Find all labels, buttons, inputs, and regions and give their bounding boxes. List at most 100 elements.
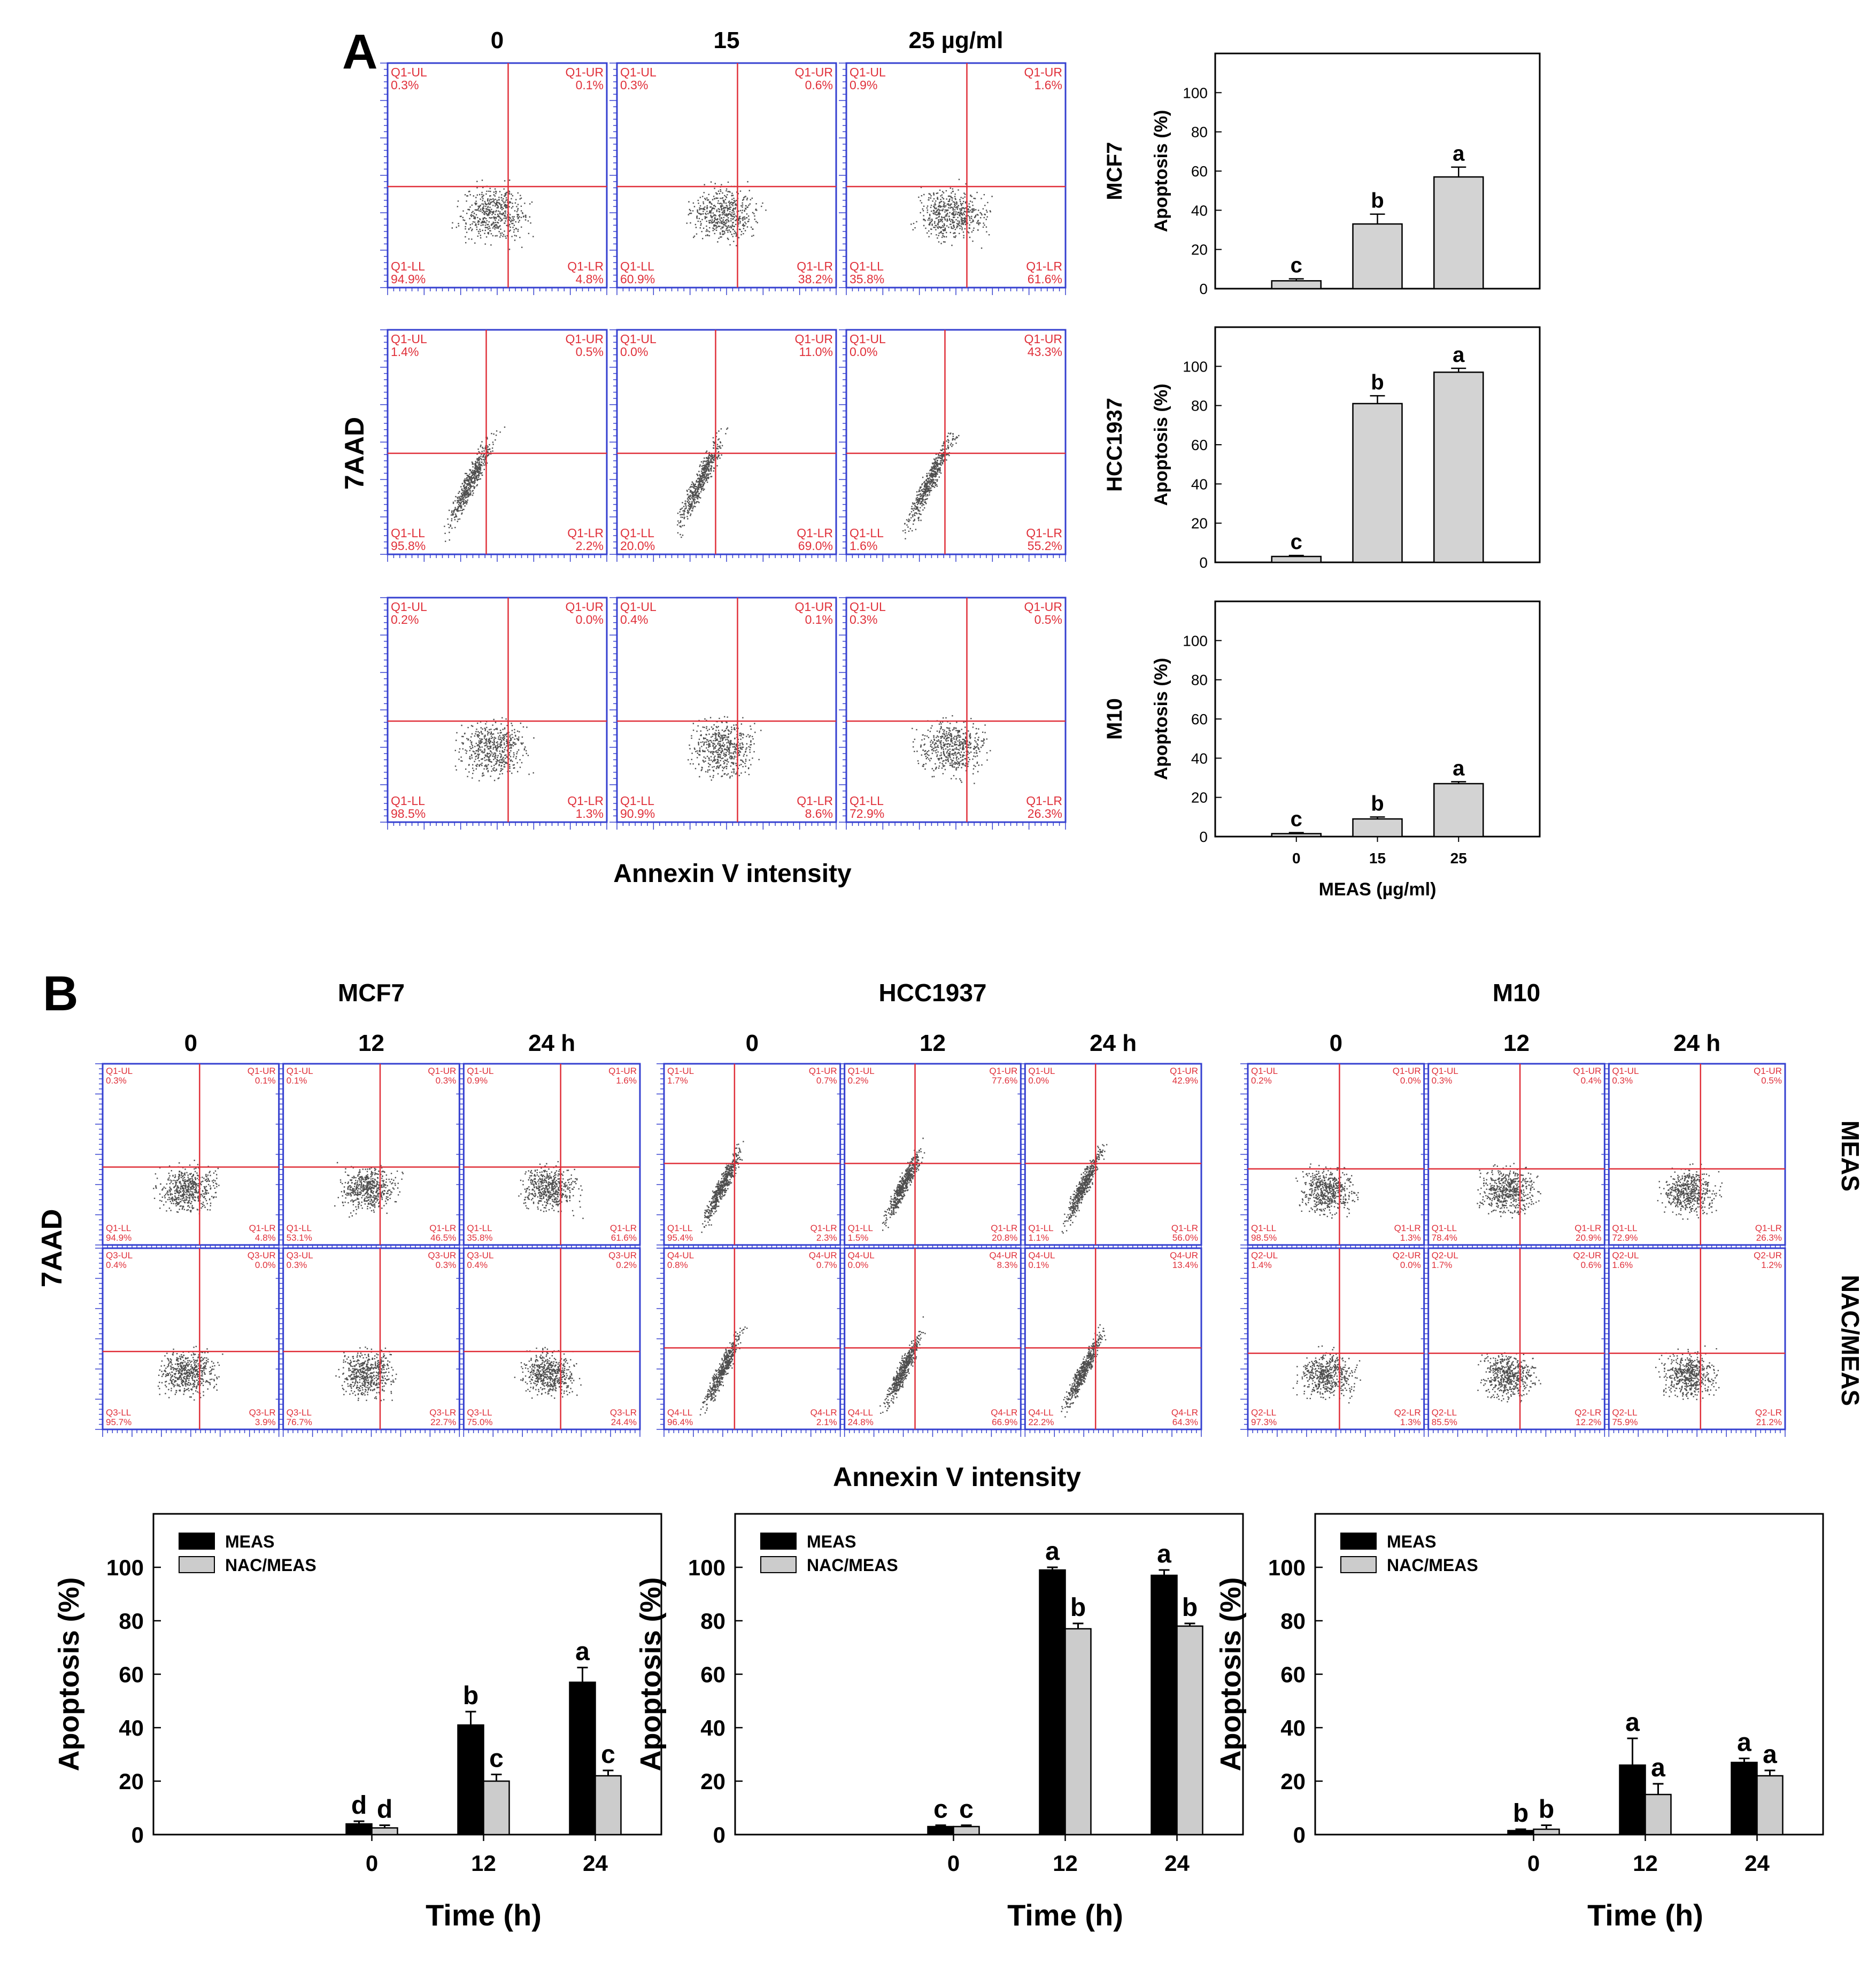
event-dots <box>514 1347 582 1399</box>
y-axis-label: Apoptosis (%) <box>1151 384 1171 506</box>
quadrant-ur-value: 0.0% <box>1400 1260 1421 1270</box>
quadrant-ul-label: Q1-UL <box>287 1066 313 1076</box>
event-dots <box>688 716 762 781</box>
x-tick-label: 0 <box>947 1851 960 1876</box>
quadrant-lr-label: Q4-LR <box>991 1407 1017 1418</box>
quadrant-ul-label: Q1-UL <box>850 332 886 346</box>
quadrant-ur-value: 0.1% <box>805 613 833 626</box>
axis-ticks <box>1601 1248 1786 1437</box>
quadrant-ul-value: 0.4% <box>620 613 648 626</box>
quadrant-ul-label: Q1-UL <box>1251 1066 1278 1076</box>
quadrant-lr-value: 20.9% <box>1576 1233 1601 1243</box>
quadrant-lr-label: Q1-LR <box>1394 1223 1421 1233</box>
quadrant-ul-label: Q1-UL <box>620 65 657 79</box>
quadrant-ll-value: 98.5% <box>391 807 426 821</box>
quadrant-ul-label: Q1-UL <box>1028 1066 1055 1076</box>
quadrant-lr-value: 61.6% <box>1028 272 1062 286</box>
quadrant-ul-value: 0.2% <box>848 1076 869 1086</box>
cell-line-label: HCC1937 <box>1103 398 1126 492</box>
quadrant-lr-label: Q1-LR <box>567 794 604 808</box>
y-tick-label: 60 <box>1280 1662 1306 1687</box>
quadrant-lr-label: Q3-LR <box>249 1407 276 1418</box>
quadrant-ur-value: 0.0% <box>255 1260 276 1270</box>
axis-ticks <box>609 63 837 295</box>
column-header: 0 <box>746 1030 759 1056</box>
quadrant-ul-label: Q1-UL <box>667 1066 694 1076</box>
quadrant-ur-value: 0.6% <box>805 78 833 92</box>
plot-frame <box>282 1063 460 1246</box>
quadrant-ur-label: Q4-UR <box>809 1250 837 1260</box>
y-tick-label: 20 <box>1191 515 1208 532</box>
quadrant-lr-value: 64.3% <box>1172 1417 1198 1427</box>
quadrant-ul-label: Q1-UL <box>1432 1066 1458 1076</box>
quadrant-ll-label: Q2-LL <box>1612 1407 1637 1418</box>
bar <box>1533 1828 1560 1836</box>
plot-frame <box>616 597 837 823</box>
quadrant-ll-label: Q3-LL <box>467 1407 492 1418</box>
x-axis-label: Time (h) <box>1007 1898 1123 1932</box>
quadrant-ll-value: 1.1% <box>1028 1233 1049 1243</box>
quadrant-ll-value: 95.7% <box>106 1417 132 1427</box>
column-header: 12 <box>920 1030 946 1056</box>
quadrant-ul-value: 0.3% <box>287 1260 307 1270</box>
quadrant-ur-label: Q1-UR <box>1024 600 1062 614</box>
quadrant-ur-value: 0.2% <box>616 1260 637 1270</box>
plot-frame <box>1608 1247 1786 1430</box>
x-tick-label: 24 <box>583 1851 608 1876</box>
plot-frame <box>845 597 1067 823</box>
axis-ticks <box>1017 1248 1202 1437</box>
y-tick-label: 20 <box>1191 242 1208 258</box>
y-tick-label: 60 <box>1191 163 1208 180</box>
axis-ticks <box>380 597 607 830</box>
quadrant-ur-value: 42.9% <box>1172 1076 1198 1086</box>
y-axis-label: Apoptosis (%) <box>53 1577 85 1772</box>
quadrant-ul-value: 0.9% <box>467 1076 488 1086</box>
bar <box>595 1775 622 1836</box>
quadrant-ur-value: 13.4% <box>1172 1260 1198 1270</box>
quadrant-ul-label: Q1-UL <box>106 1066 133 1076</box>
quadrant-ll-label: Q1-LL <box>1432 1223 1457 1233</box>
quadrant-ur-label: Q3-UR <box>428 1250 456 1260</box>
legend-label: NAC/MEAS <box>1387 1556 1478 1575</box>
quadrant-ll-label: Q1-LL <box>106 1223 131 1233</box>
group-title: M10 <box>1493 979 1540 1007</box>
quadrant-lr-value: 4.8% <box>255 1233 276 1243</box>
event-dots <box>334 1162 404 1218</box>
quadrant-ul-value: 0.1% <box>287 1076 307 1086</box>
y-tick-label: 0 <box>1199 829 1208 845</box>
quadrant-ul-value: 0.3% <box>1432 1076 1453 1086</box>
quadrant-ur-value: 1.6% <box>1034 78 1062 92</box>
quadrant-lr-label: Q4-LR <box>810 1407 837 1418</box>
y-tick-label: 100 <box>106 1555 144 1580</box>
quadrant-ul-label: Q1-UL <box>620 332 657 346</box>
quadrant-ul-label: Q1-UL <box>850 65 886 79</box>
quadrant-lr-value: 12.2% <box>1576 1417 1601 1427</box>
plot-frame <box>282 1247 460 1430</box>
quadrant-lr-label: Q2-LR <box>1394 1407 1421 1418</box>
quadrant-ur-label: Q1-UR <box>565 600 604 614</box>
quadrant-ll-label: Q1-LL <box>620 794 654 808</box>
column-header: 0 <box>491 27 504 53</box>
quadrant-ll-value: 90.9% <box>620 807 655 821</box>
bar <box>1645 1793 1672 1836</box>
quadrant-ur-label: Q3-UR <box>608 1250 637 1260</box>
significance-letter: d <box>377 1796 392 1824</box>
quadrant-lr-label: Q1-LR <box>249 1223 276 1233</box>
quadrant-lr-value: 20.8% <box>992 1233 1017 1243</box>
quadrant-ll-label: Q2-LL <box>1251 1407 1276 1418</box>
quadrant-ur-value: 0.5% <box>1761 1076 1782 1086</box>
event-dots <box>1477 1352 1541 1403</box>
quadrant-lr-value: 1.3% <box>576 807 604 821</box>
significance-letter: c <box>1291 530 1302 554</box>
quadrant-lr-label: Q1-LR <box>797 794 833 808</box>
quadrant-ul-value: 1.4% <box>1251 1260 1272 1270</box>
quadrant-lr-label: Q1-LR <box>429 1223 456 1233</box>
quadrant-ul-label: Q1-UL <box>1612 1066 1639 1076</box>
quadrant-ll-label: Q4-LL <box>667 1407 692 1418</box>
quadrant-ul-label: Q4-UL <box>1028 1250 1055 1260</box>
significance-letter: c <box>1291 254 1302 277</box>
